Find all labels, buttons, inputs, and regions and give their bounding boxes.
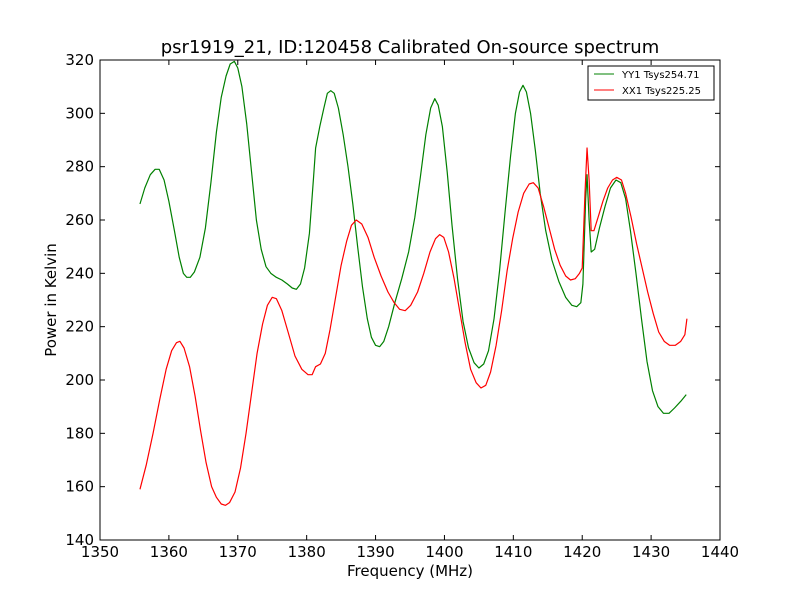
series-line-yy1 bbox=[139, 60, 687, 414]
legend-label-xx1: XX1 Tsys225.25 bbox=[622, 86, 701, 97]
y-tick-label: 160 bbox=[65, 478, 94, 496]
x-tick-label: 1400 bbox=[425, 543, 463, 561]
x-tick-label: 1430 bbox=[632, 543, 670, 561]
plot-area bbox=[139, 60, 688, 506]
plot-frame bbox=[99, 59, 721, 541]
y-tick-label: 260 bbox=[65, 211, 94, 229]
y-tick-label: 140 bbox=[65, 531, 94, 549]
x-tick-label: 1420 bbox=[563, 543, 601, 561]
x-axis: 1350 1360 1370 1380 1390 1400 1410 1420 1430 1440 bbox=[81, 60, 739, 561]
x-tick-label: 1380 bbox=[288, 543, 326, 561]
legend-box bbox=[587, 65, 715, 101]
chart-title: psr1919_21, ID:120458 Calibrated On-sour… bbox=[161, 37, 660, 58]
y-tick-label: 200 bbox=[65, 371, 94, 389]
x-tick-label: 1440 bbox=[701, 543, 739, 561]
y-tick-label: 180 bbox=[65, 424, 94, 442]
y-tick-label: 280 bbox=[65, 158, 94, 176]
x-tick-label: 1370 bbox=[219, 543, 257, 561]
x-axis-label: Frequency (MHz) bbox=[347, 562, 473, 580]
x-tick-label: 1410 bbox=[494, 543, 532, 561]
x-tick-label: 1350 bbox=[81, 543, 119, 561]
y-tick-label: 300 bbox=[65, 104, 94, 122]
y-tick-label: 240 bbox=[65, 264, 94, 282]
y-axis: 140 160 180 200 220 240 260 280 300 320 bbox=[65, 51, 720, 549]
legend-label-yy1: YY1 Tsys254.71 bbox=[621, 70, 700, 81]
x-tick-label: 1360 bbox=[150, 543, 188, 561]
y-tick-label: 220 bbox=[65, 318, 94, 336]
series-layer bbox=[139, 60, 688, 506]
y-tick-label: 320 bbox=[65, 51, 94, 69]
legend: YY1 Tsys254.71 XX1 Tsys225.25 bbox=[587, 65, 715, 101]
x-tick-label: 1390 bbox=[356, 543, 394, 561]
series-line-xx1 bbox=[139, 147, 688, 506]
y-axis-label: Power in Kelvin bbox=[42, 243, 60, 357]
